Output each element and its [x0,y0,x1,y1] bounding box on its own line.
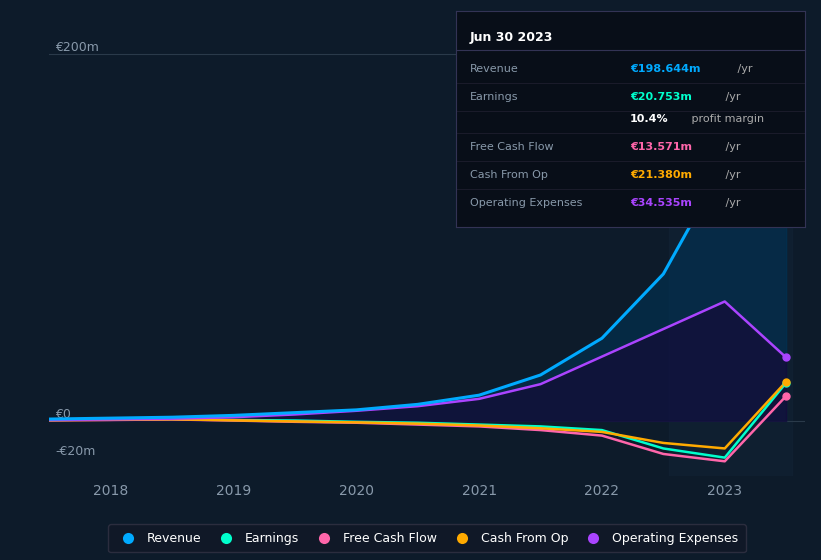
Text: /yr: /yr [722,142,741,152]
Text: -€20m: -€20m [55,445,96,458]
Text: €0: €0 [55,408,71,421]
Text: €200m: €200m [55,40,99,54]
Text: /yr: /yr [722,92,741,102]
Text: Earnings: Earnings [470,92,518,102]
Text: Free Cash Flow: Free Cash Flow [470,142,553,152]
Text: /yr: /yr [722,170,741,180]
Bar [669,17,792,476]
Text: /yr: /yr [734,64,752,74]
Text: Jun 30 2023: Jun 30 2023 [470,31,553,44]
Text: €34.535m: €34.535m [631,198,692,208]
Text: profit margin: profit margin [688,114,764,124]
Legend: Revenue, Earnings, Free Cash Flow, Cash From Op, Operating Expenses: Revenue, Earnings, Free Cash Flow, Cash … [108,524,745,552]
Text: Revenue: Revenue [470,64,518,74]
Text: Cash From Op: Cash From Op [470,170,548,180]
Text: €13.571m: €13.571m [631,142,692,152]
Text: €20.753m: €20.753m [631,92,692,102]
Text: €198.644m: €198.644m [631,64,700,74]
Text: Operating Expenses: Operating Expenses [470,198,582,208]
Text: 10.4%: 10.4% [631,114,669,124]
Text: €21.380m: €21.380m [631,170,692,180]
Text: /yr: /yr [722,198,741,208]
